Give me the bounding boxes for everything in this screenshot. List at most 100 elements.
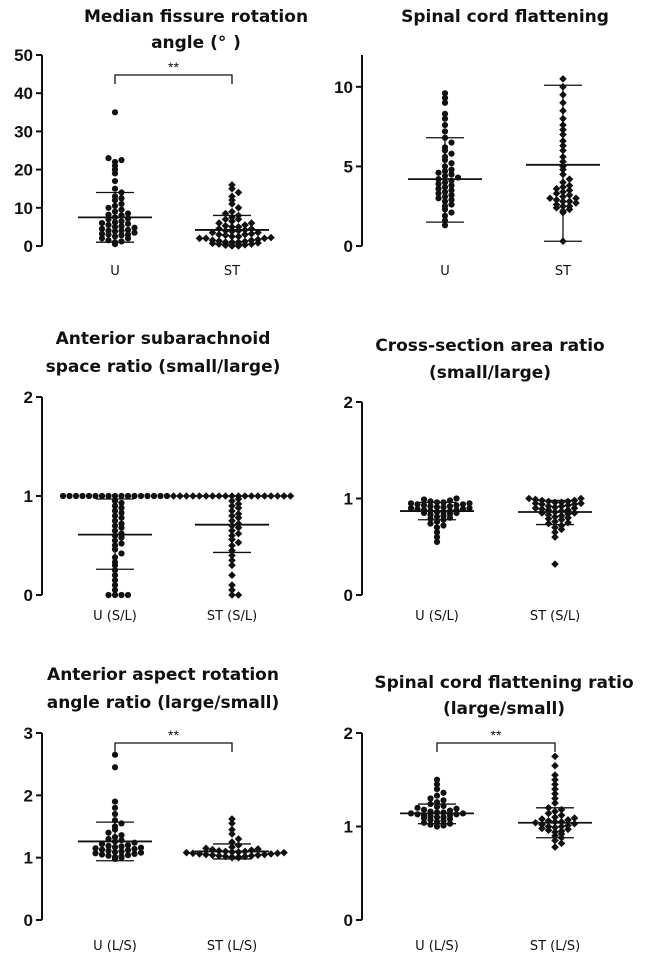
- data-point: [433, 786, 441, 793]
- data-point: [551, 560, 559, 568]
- data-point: [448, 187, 455, 194]
- data-point: [105, 835, 112, 843]
- y-tick-label: 0: [344, 586, 353, 605]
- data-point: [441, 128, 449, 135]
- data-point: [111, 751, 119, 758]
- data-point: [448, 150, 455, 157]
- data-point: [202, 492, 210, 500]
- data-point: [118, 509, 125, 516]
- data-point: [228, 825, 236, 834]
- data-point: [105, 211, 112, 218]
- data-point: [215, 851, 223, 860]
- data-point: [441, 121, 449, 129]
- data-point: [189, 492, 197, 500]
- y-tick-label: 3: [24, 724, 33, 743]
- data-point: [557, 827, 566, 835]
- data-point: [564, 816, 572, 824]
- data-point: [234, 513, 243, 522]
- data-point: [98, 225, 106, 232]
- data-point: [150, 492, 158, 500]
- data-point: [538, 505, 546, 513]
- data-point: [98, 492, 106, 500]
- data-point: [538, 500, 546, 509]
- data-point: [124, 231, 132, 238]
- data-point: [202, 850, 210, 859]
- x-category-label: ST: [555, 264, 571, 279]
- data-point: [131, 224, 138, 231]
- y-tick-label: 10: [334, 78, 353, 97]
- data-point: [565, 186, 574, 195]
- data-point: [118, 195, 125, 202]
- data-point: [427, 520, 434, 527]
- data-point: [157, 492, 164, 500]
- data-point: [552, 184, 561, 193]
- data-point: [124, 220, 132, 227]
- data-point: [105, 204, 112, 211]
- panel-spinal-cord-flattening: Spinal cord flattening 0 5 10 U ST: [334, 7, 609, 279]
- data-point: [564, 514, 572, 522]
- data-point: [557, 512, 566, 520]
- data-point: [435, 195, 442, 202]
- data-point: [551, 752, 559, 761]
- data-point: [564, 501, 572, 510]
- data-point: [453, 502, 460, 509]
- data-point: [441, 90, 449, 97]
- data-point: [453, 495, 460, 502]
- data-point: [228, 196, 236, 204]
- data-point: [570, 496, 579, 505]
- data-point: [557, 525, 566, 534]
- data-point: [118, 504, 125, 511]
- data-point: [105, 492, 112, 500]
- data-point: [137, 849, 145, 856]
- y-tick-label: 2: [24, 388, 33, 407]
- data-point: [228, 184, 236, 193]
- data-point: [538, 815, 546, 823]
- data-point: [228, 192, 236, 201]
- data-point: [446, 807, 454, 814]
- data-point: [531, 504, 540, 512]
- data-point: [577, 499, 585, 508]
- data-point: [111, 492, 119, 500]
- data-point: [557, 502, 566, 511]
- data-point: [435, 169, 442, 176]
- chart-title-line-1: Anterior aspect rotation: [47, 665, 279, 685]
- data-point: [124, 492, 132, 500]
- data-point: [247, 846, 256, 854]
- data-point: [228, 571, 236, 579]
- data-point: [570, 500, 579, 509]
- data-point: [551, 771, 559, 779]
- y-tick-label: 30: [14, 122, 33, 141]
- data-point: [544, 809, 553, 818]
- data-point: [163, 492, 171, 500]
- data-point: [551, 775, 559, 784]
- data-point: [241, 230, 249, 239]
- chart-title-line-1: Spinal cord flattening: [401, 7, 609, 27]
- y-tick-label: 1: [24, 849, 33, 868]
- data-point: [228, 551, 236, 560]
- data-point: [111, 591, 119, 599]
- data-point: [557, 521, 566, 530]
- data-point: [124, 842, 132, 849]
- data-point: [182, 492, 191, 500]
- data-point: [234, 591, 243, 599]
- data-point: [564, 506, 572, 514]
- data-point: [118, 499, 125, 507]
- x-category-label: U (S/L): [93, 609, 137, 624]
- data-point: [286, 492, 295, 500]
- data-point: [137, 844, 145, 851]
- data-point: [105, 591, 112, 599]
- data-point: [124, 591, 132, 599]
- x-category-label: U: [110, 264, 120, 279]
- data-point: [433, 776, 441, 783]
- panel-cross-section-area-ratio: Cross-section area ratio (small/large) 0…: [344, 336, 605, 624]
- data-point: [111, 577, 119, 584]
- data-point: [118, 227, 125, 234]
- data-point: [551, 836, 559, 845]
- data-point: [570, 819, 579, 828]
- data-point: [551, 533, 559, 541]
- data-point: [92, 845, 99, 852]
- y-tick-label: 20: [14, 161, 33, 180]
- data-point: [234, 835, 243, 843]
- data-point: [427, 503, 434, 510]
